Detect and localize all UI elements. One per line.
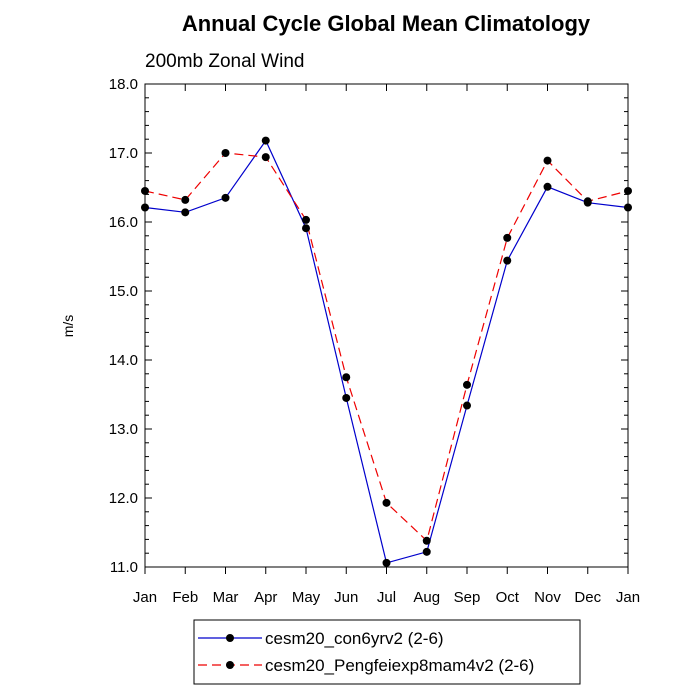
series-layer [141,136,632,567]
legend-label-1: cesm20_con6yrv2 (2-6) [265,629,444,648]
x-tick-label: Aug [413,589,440,606]
x-tick-label: Dec [574,589,601,606]
series-2-point [463,380,471,389]
series-1-point [422,547,431,556]
series-2-point [543,156,552,165]
chart-subtitle: 200mb Zonal Wind [145,51,304,72]
x-tick-label: Nov [534,589,561,606]
series-1-point [181,208,190,217]
series-2-point [422,536,431,545]
legend-box [193,619,581,685]
y-tick-labels: 11.0 12.0 13.0 14.0 15.0 16.0 17.0 18.0 [109,76,138,576]
series-2-point [342,373,351,382]
x-tick-labels: Jan Feb Mar Apr May Jun Jul Aug Sep Oct Nov Dec Jan [133,589,640,606]
y-tick-label: 13.0 [109,421,138,438]
x-tick-label: May [292,589,321,606]
series-1-point [221,193,230,202]
series-2-point [221,149,230,157]
y-tick-label: 18.0 [109,76,138,93]
x-tick-label: Feb [172,589,198,606]
series-2-point [583,197,592,206]
x-tick-label: Jul [377,589,396,606]
y-tick-label: 11.0 [110,559,138,576]
series-2-point [382,498,391,507]
legend-marker-2 [226,661,234,669]
chart-title: Annual Cycle Global Mean Climatology [182,11,591,36]
legend-marker-1 [226,634,234,642]
y-tick-label: 12.0 [109,490,138,507]
x-tick-label: Jan [616,589,640,606]
y-axis-label: m/s [60,315,76,338]
series-1-point [382,558,391,567]
axis-ticks [144,83,629,574]
series-1-point [302,224,310,233]
series-2-point [302,215,310,224]
y-tick-label: 15.0 [109,283,138,300]
series-1-point [342,393,351,402]
series-2-point [261,153,270,162]
series-1-point [261,136,270,145]
y-tick-label: 17.0 [109,145,138,162]
x-tick-label: Apr [254,589,277,606]
y-tick-label: 14.0 [109,352,138,369]
series-1-point [543,182,552,191]
y-tick-label: 16.0 [109,214,138,231]
plot-frame [144,83,629,568]
legend: cesm20_con6yrv2 (2-6) cesm20_Pengfeiexp8m… [193,619,581,685]
x-tick-label: Jun [334,589,358,606]
x-tick-label: Mar [213,589,239,606]
x-tick-label: Jan [133,589,157,606]
series-2-point [181,195,190,204]
series-1-point [503,256,512,265]
series-1-point [463,401,471,410]
series-line-2 [144,152,629,542]
x-tick-label: Sep [454,589,481,606]
legend-label-2: cesm20_Pengfeiexp8mam4v2 (2-6) [265,656,534,675]
series-2-point [503,233,512,242]
x-tick-label: Oct [496,589,520,606]
